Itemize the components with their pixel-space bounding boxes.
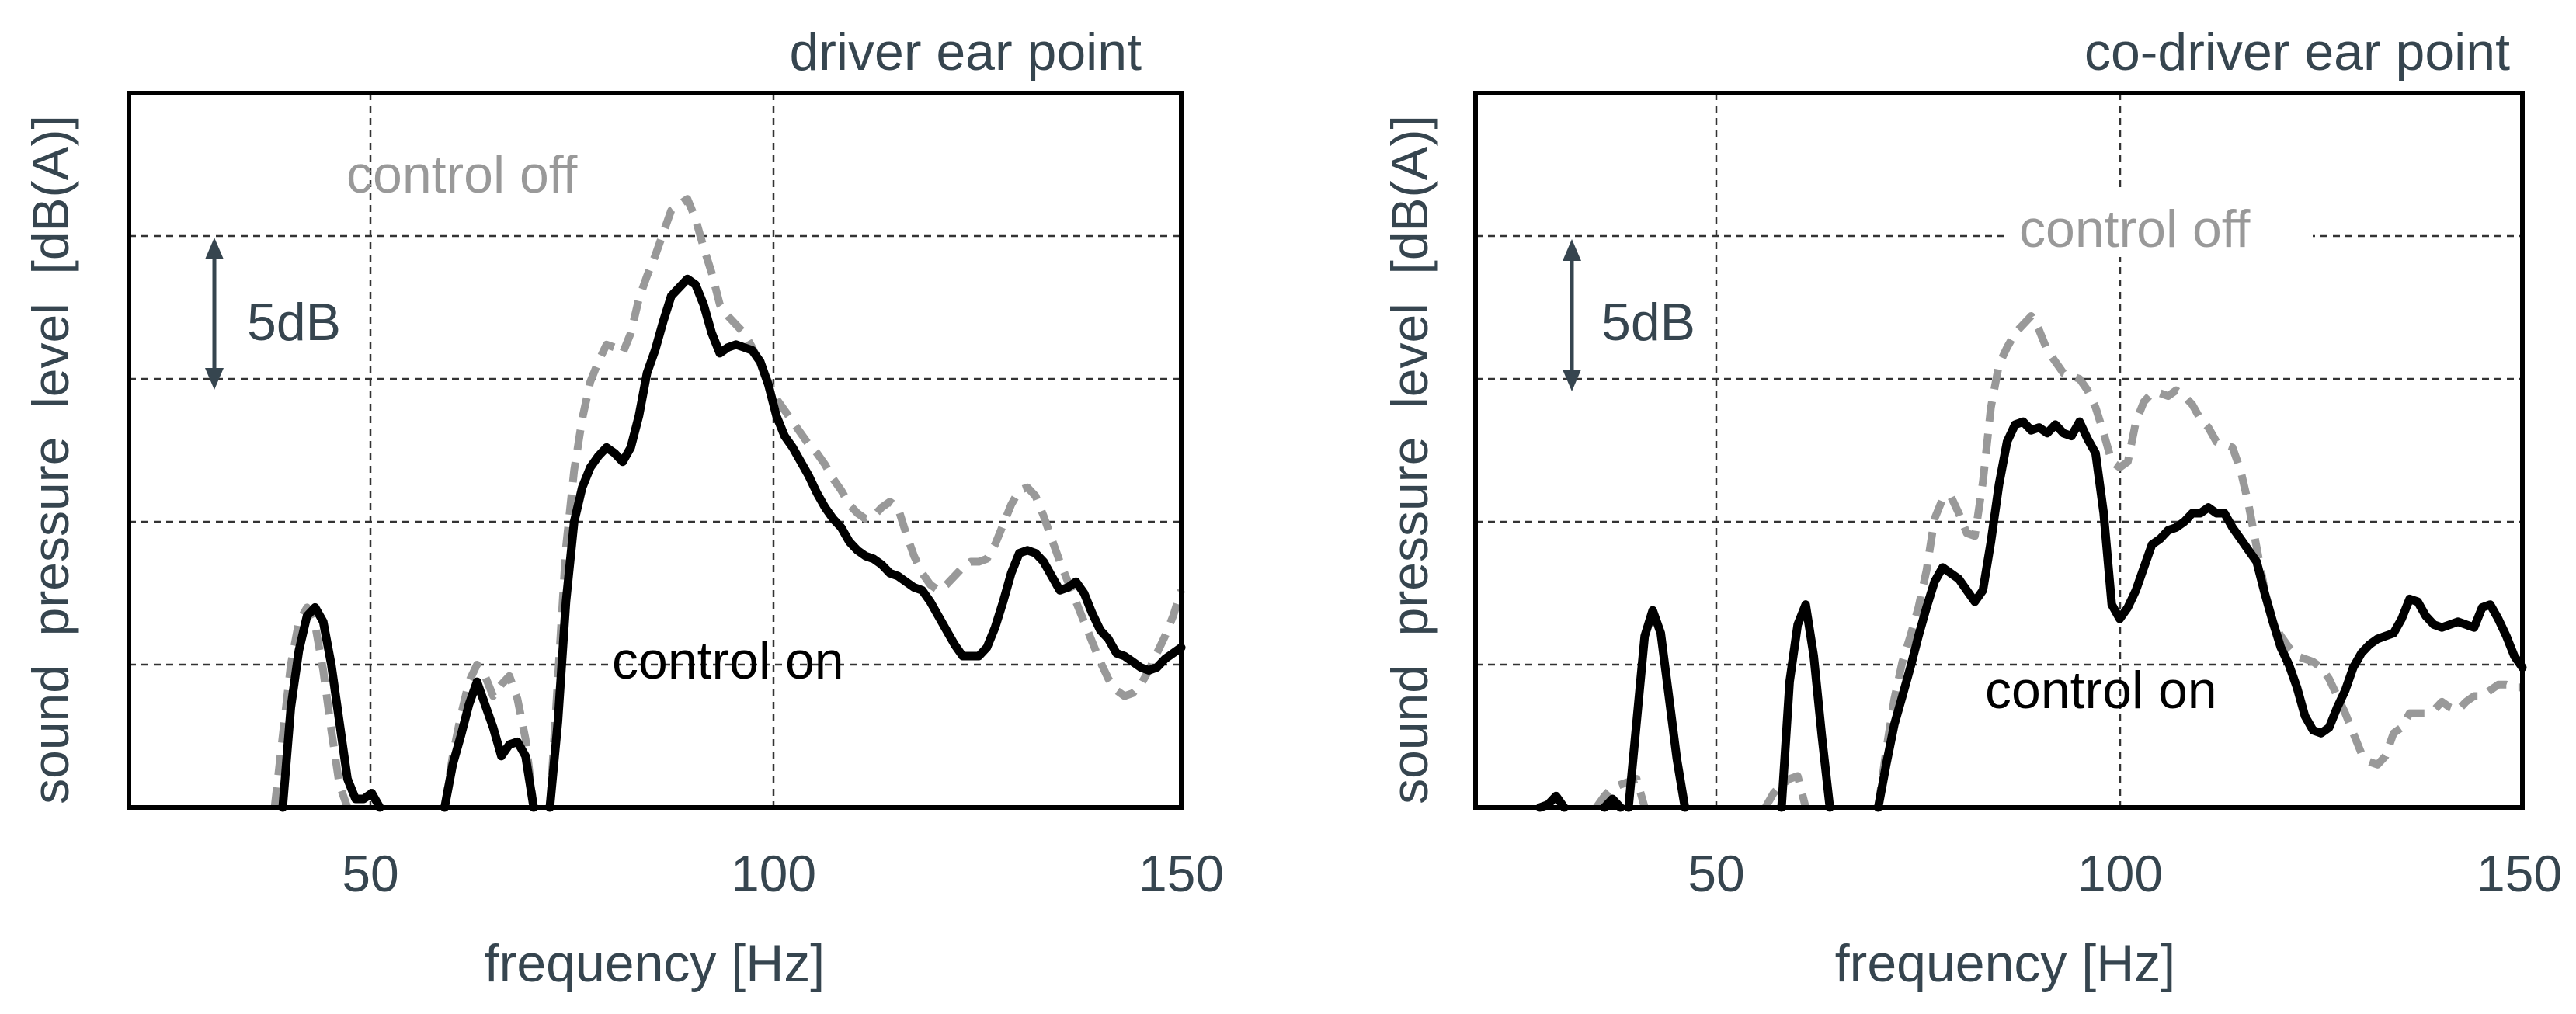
scale-marker: 5dB <box>205 238 341 390</box>
series-line-control-on-segment-3 <box>545 274 1186 812</box>
series-line-control-on-segment-4 <box>1777 600 1834 812</box>
annotation-control-off: control off <box>2019 200 2250 259</box>
scale-arrow-head-up <box>205 238 224 259</box>
scale-arrow-head-down <box>205 368 224 390</box>
x-axis-label: frequency [Hz] <box>485 934 825 993</box>
x-tick-labels: 50 100 150 <box>1688 845 2562 902</box>
chart-co-driver: co-driver ear point sound pressure level… <box>1381 23 2562 993</box>
series-line-control-on-segment-3 <box>1624 606 1690 812</box>
chart-driver: driver ear point sound pressure level [d… <box>22 23 1224 993</box>
series-line-control-on-segment-2 <box>1600 794 1625 812</box>
x-tick-label-100: 100 <box>2077 845 2163 902</box>
x-tick-label-150: 150 <box>1139 845 1224 902</box>
x-tick-labels: 50 100 150 <box>342 845 1224 902</box>
plot-frame <box>1473 91 2525 810</box>
annotation-control-on: control on <box>612 631 844 690</box>
scale-arrow-head-down <box>1563 370 1581 391</box>
plot-area <box>1535 312 2527 812</box>
scale-label: 5dB <box>1601 293 1695 352</box>
series-line-control-on-segment-5 <box>1874 417 2527 812</box>
chart-title: co-driver ear point <box>2084 23 2510 82</box>
scale-marker: 5dB <box>1563 239 1695 391</box>
gridlines <box>129 93 1181 807</box>
x-tick-label-100: 100 <box>731 845 816 902</box>
y-axis-label: sound pressure level [dB(A)] <box>22 115 79 804</box>
series-line-control-on-segment-1 <box>278 602 384 812</box>
x-tick-label-50: 50 <box>1688 845 1744 902</box>
x-axis-label: frequency [Hz] <box>1835 934 2175 993</box>
chart-title: driver ear point <box>789 23 1142 82</box>
plot-area <box>270 195 1186 812</box>
series-line-control-off-segment-3 <box>546 195 1185 808</box>
scale-label: 5dB <box>247 293 341 352</box>
plot-frame <box>127 91 1184 810</box>
x-tick-label-50: 50 <box>342 845 398 902</box>
x-tick-label-150: 150 <box>2477 845 2562 902</box>
label-backdrop <box>2010 190 2313 257</box>
y-axis-label: sound pressure level [dB(A)] <box>1381 115 1438 804</box>
series-line-control-off-segment-3 <box>1874 312 2522 808</box>
annotation-control-on: control on <box>1985 661 2217 720</box>
series-line-control-on-segment-2 <box>440 677 538 812</box>
annotation-control-off: control off <box>346 145 577 204</box>
series-line-control-off-segment-1 <box>1593 775 1649 810</box>
series-line-control-off-segment-2 <box>440 661 538 808</box>
scale-arrow-head-up <box>1563 239 1581 261</box>
